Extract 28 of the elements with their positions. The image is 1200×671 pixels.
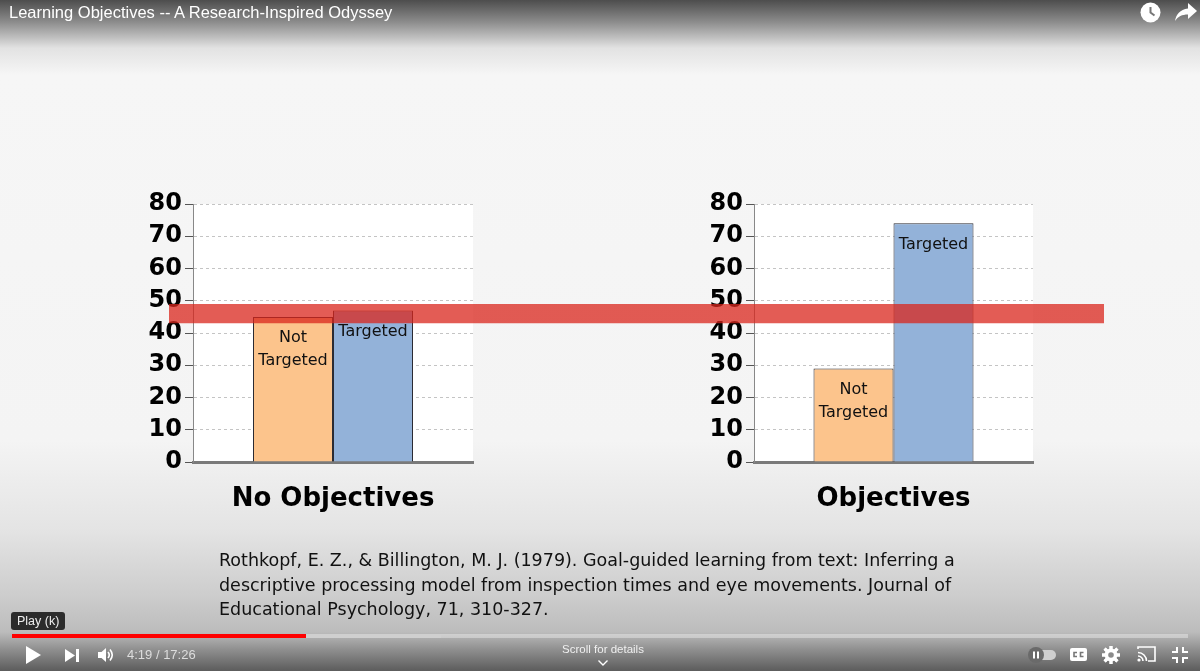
series-label: Not Targeted xyxy=(257,327,328,370)
y-tick-label: 80 xyxy=(709,188,743,217)
text: Learning Objectives -- A Research-Inspired Odyssey xyxy=(9,3,393,22)
text: 4:19 / 17:26 xyxy=(127,647,196,662)
text: Rothkopf, E. Z., & Billington, M. J. (1979). Goal-guided learning from text: Inferring a descriptive processing model from inspection times and eye movements. Journal of Educational Psychology, 71, 310-327. xyxy=(219,549,956,621)
series-label: Targeted xyxy=(337,320,408,340)
series-label: Targeted xyxy=(897,233,969,253)
y-tick-label: 0 xyxy=(726,446,743,475)
y-tick-label: 40 xyxy=(709,317,743,346)
series-label: Not Targeted xyxy=(817,378,889,421)
y-tick-label: 70 xyxy=(709,220,743,249)
text: Scroll for details xyxy=(561,643,645,655)
y-tick-label: 10 xyxy=(709,413,743,442)
x-tick-label: Objectives xyxy=(816,482,971,513)
y-tick-label: 40 xyxy=(148,317,182,346)
y-tick-label: 10 xyxy=(148,413,182,442)
y-tick-label: 30 xyxy=(148,349,182,378)
y-tick-label: 60 xyxy=(709,252,743,281)
y-tick-label: 80 xyxy=(148,188,182,217)
y-tick-label: 50 xyxy=(148,284,182,313)
y-tick-label: 20 xyxy=(148,381,182,410)
y-tick-label: 60 xyxy=(148,252,182,281)
y-tick-label: 30 xyxy=(709,349,743,378)
y-tick-label: 20 xyxy=(709,381,743,410)
y-tick-label: 70 xyxy=(148,220,182,249)
x-tick-label: No Objectives xyxy=(231,482,435,513)
y-tick-label: 0 xyxy=(165,446,182,475)
text: Play (k) xyxy=(11,612,66,630)
